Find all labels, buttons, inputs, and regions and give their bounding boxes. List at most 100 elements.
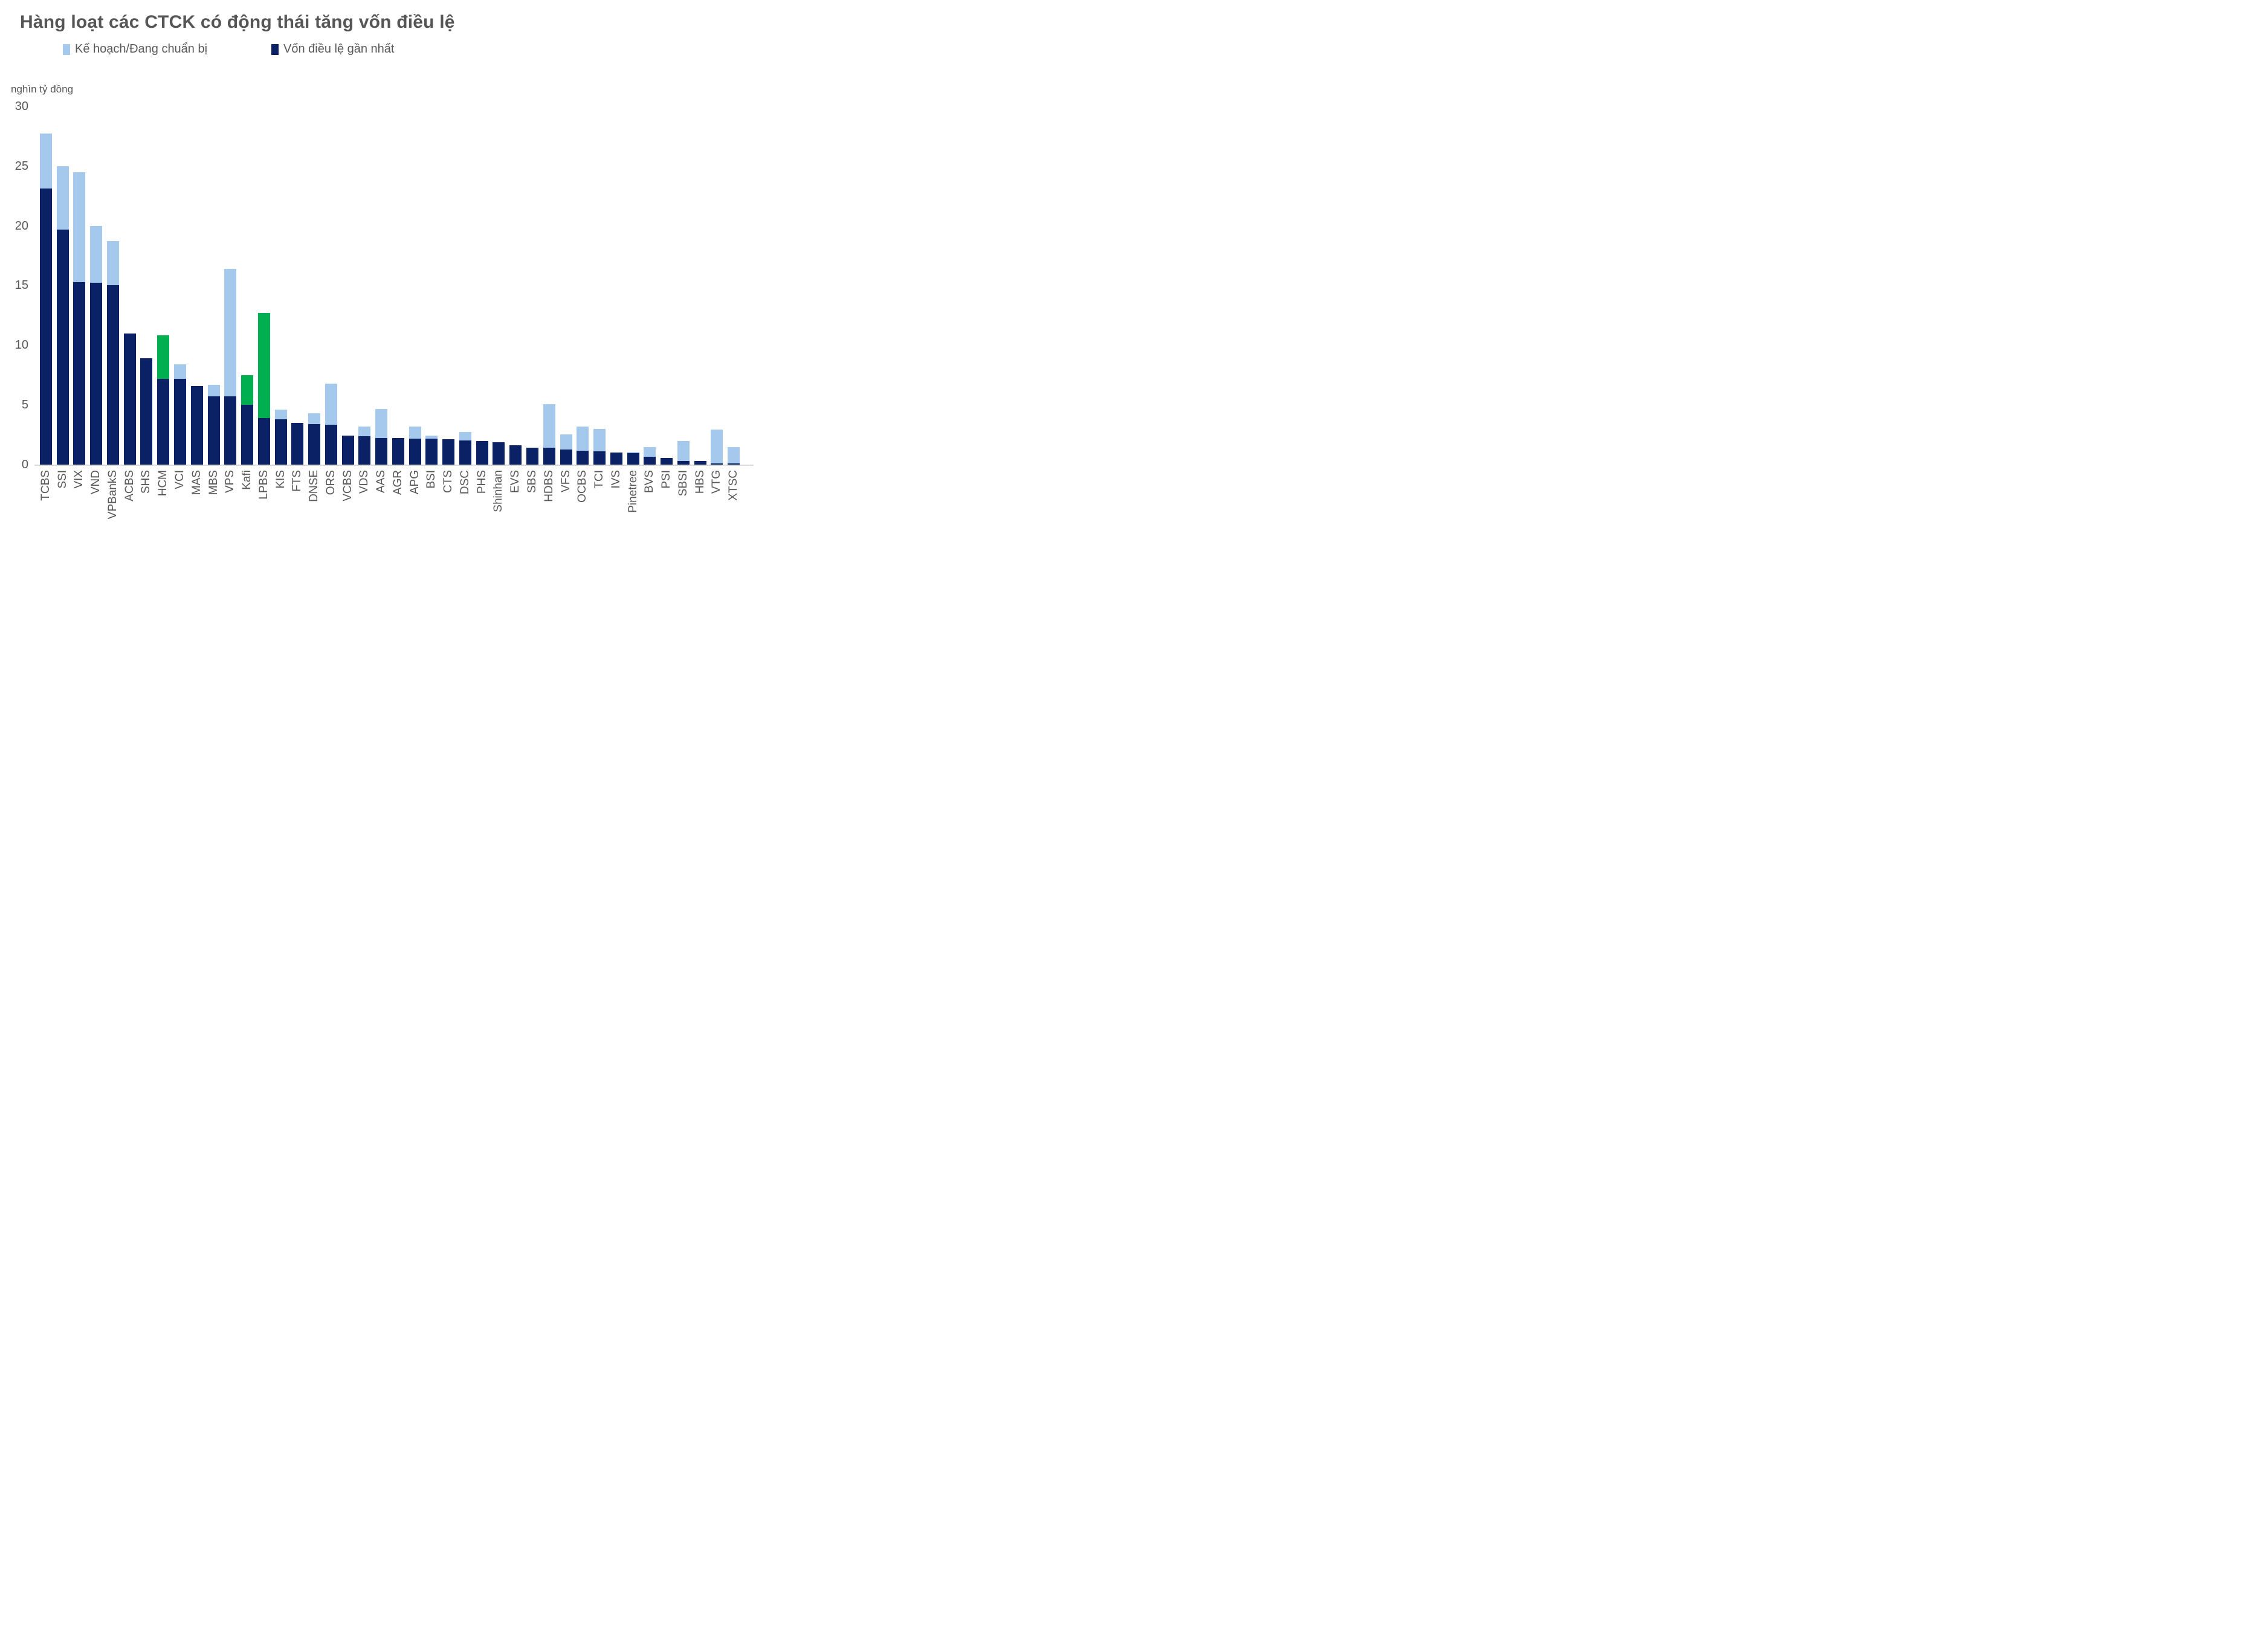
bar-TCBS-base [39,189,52,465]
x-label-SSI: SSI [56,470,69,489]
bar-MAS-base [190,385,203,465]
chart-title: Hàng loạt các CTCK có động thái tăng vốn… [20,12,455,32]
x-label-SBSI: SBSI [676,470,690,497]
x-label-TCI: TCI [593,470,606,489]
bar-ORS-base [325,424,337,465]
x-label-VFS: VFS [559,470,572,492]
bar-VFS-base [560,450,572,465]
bar-KIS-base [274,419,287,465]
bar-TCI-base [593,451,606,465]
x-label-AAS: AAS [375,470,388,494]
y-tick-label-0: 0 [21,458,28,471]
bar-VPS-plan [224,268,237,397]
bar-Shinhan-base [493,442,505,465]
x-label-CTS: CTS [442,470,455,493]
x-label-VTG: VTG [710,470,723,494]
x-label-BVS: BVS [643,470,656,494]
x-label-SBS: SBS [525,470,538,494]
bar-VIX-base [73,282,86,465]
x-label-ORS: ORS [324,470,337,495]
x-label-Kafi: Kafi [241,470,254,490]
x-label-Pinetree: Pinetree [626,470,639,513]
chart-canvas: Hàng loạt các CTCK có động thái tăng vốn… [0,0,756,549]
legend: Kế hoạch/Đang chuẩn bị Vốn điều lệ gần n… [0,42,756,60]
bar-VCBS-base [341,435,354,465]
bar-SBSI-base [677,461,690,465]
bar-VPBankS-base [106,285,119,465]
x-label-APG: APG [408,470,421,495]
x-label-VCI: VCI [173,470,186,489]
bar-IVS-base [610,453,622,465]
x-label-VCBS: VCBS [341,470,354,501]
y-tick-label-30: 30 [15,99,28,113]
bar-Pinetree-plan [627,452,639,454]
y-tick-label-5: 5 [21,398,28,412]
bar-VCI-base [173,378,186,465]
bar-VTG-base [711,463,723,465]
bar-HDBS-base [543,448,555,465]
x-label-PSI: PSI [660,470,673,489]
x-label-MAS: MAS [190,470,203,495]
x-label-VPS: VPS [224,470,237,494]
bar-APG-plan [409,426,421,439]
bar-APG-base [409,438,421,465]
x-label-VND: VND [89,470,103,495]
legend-swatch-charter [271,44,279,55]
x-label-OCBS: OCBS [576,470,589,503]
bar-BVS-base [644,457,656,465]
bar-VTG-plan [711,429,723,464]
bar-BVS-plan [644,447,656,457]
bar-HDBS-plan [543,404,555,448]
bar-DSC-plan [459,431,471,441]
x-label-VPBankS: VPBankS [106,470,119,520]
bar-PHS-base [476,441,488,465]
legend-swatch-plan [63,44,70,55]
x-label-ACBS: ACBS [123,470,136,501]
y-axis-unit-label: nghìn tỷ đồng [11,83,74,95]
bar-LPBS-green [257,312,270,418]
bar-ORS-plan [325,383,337,425]
bar-OCBS-plan [577,426,589,451]
bar-EVS-base [509,445,522,465]
bar-CTS-base [442,439,455,465]
x-label-HDBS: HDBS [542,470,555,502]
legend-label-plan: Kế hoạch/Đang chuẩn bị [75,42,208,56]
bar-Pinetree-base [627,453,639,465]
y-tick-label-15: 15 [15,279,28,292]
bar-HBS-base [694,461,706,465]
legend-item-plan: Kế hoạch/Đang chuẩn bị [63,42,207,56]
y-tick-label-25: 25 [15,159,28,173]
bar-BSI-base [425,438,438,465]
bar-TCBS-plan [39,134,52,189]
bar-AAS-base [375,437,388,465]
bar-PSI-base [661,458,673,465]
bar-XTSC-plan [728,446,740,464]
bar-VND-plan [90,225,103,283]
x-label-HCM: HCM [157,470,170,497]
bar-DSC-base [459,440,471,465]
x-label-MBS: MBS [207,470,220,495]
bar-VFS-plan [560,434,572,450]
x-label-SHS: SHS [140,470,153,494]
legend-label-charter: Vốn điều lệ gần nhất [283,42,395,56]
bar-MBS-plan [207,384,220,397]
x-label-EVS: EVS [509,470,522,494]
bar-SSI-plan [56,166,69,230]
bar-HCM-base [157,378,170,465]
bar-XTSC-base [728,463,740,465]
y-tick-label-20: 20 [15,219,28,233]
x-label-DSC: DSC [458,470,471,495]
bar-HCM-green [157,335,170,379]
x-label-HBS: HBS [693,470,706,494]
legend-item-charter: Vốn điều lệ gần nhất [271,42,395,56]
x-label-Shinhan: Shinhan [492,470,505,512]
x-label-PHS: PHS [475,470,488,494]
bar-AGR-base [392,437,404,465]
bar-VPBankS-plan [106,241,119,286]
x-label-AGR: AGR [391,470,404,495]
bar-VPS-base [224,396,237,465]
bar-DNSE-base [308,424,321,465]
x-label-KIS: KIS [274,470,287,489]
bar-BSI-plan [425,435,438,439]
x-label-IVS: IVS [609,470,622,489]
